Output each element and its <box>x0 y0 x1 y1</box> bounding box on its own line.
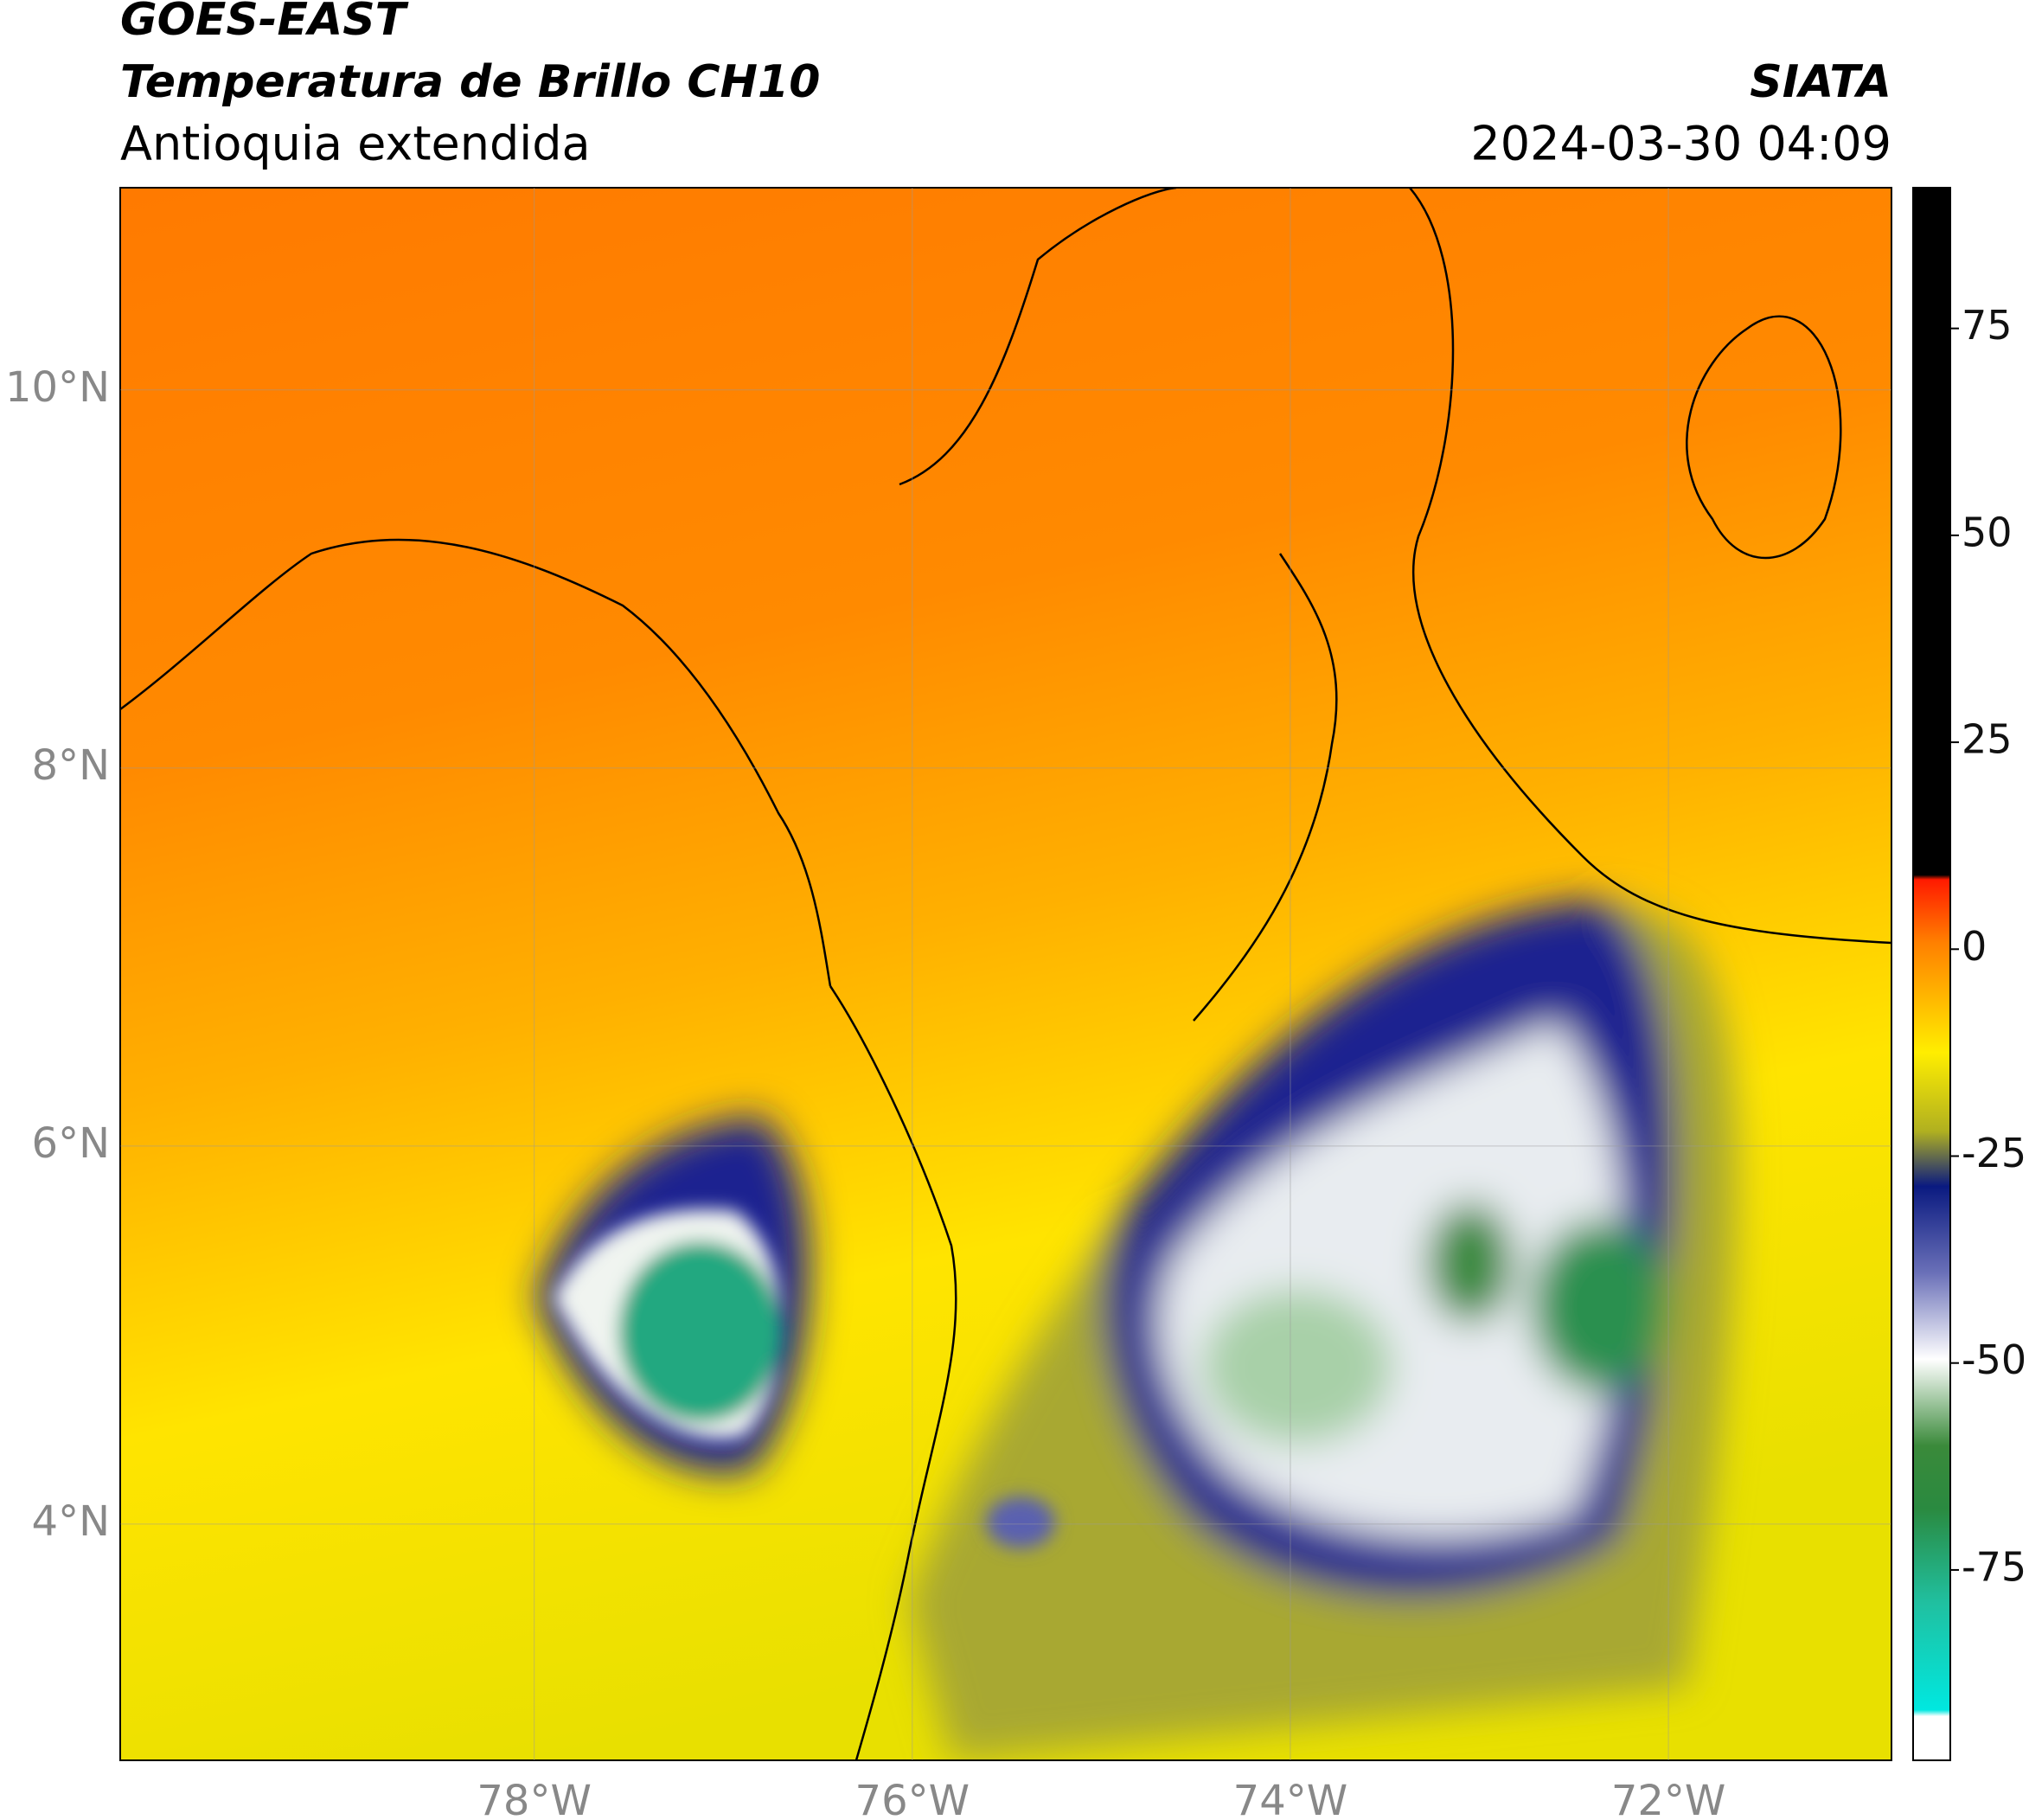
x-tick-label: 78°W <box>477 1777 592 1817</box>
y-tick-label: 10°N <box>5 363 110 412</box>
y-tick-label: 8°N <box>32 741 110 790</box>
satellite-image <box>120 188 1891 1760</box>
colorbar-tick-label: 50 <box>1962 509 2013 555</box>
x-tick-label: 72°W <box>1611 1777 1726 1817</box>
y-tick-label: 4°N <box>32 1497 110 1546</box>
colorbar <box>1912 187 1951 1761</box>
colorbar-tick-label: -75 <box>1962 1543 2026 1590</box>
subtitle: Antioquia extendida <box>120 117 591 171</box>
title-line2: Temperatura de Brillo CH10 <box>120 56 820 108</box>
title-line1: GOES-EAST <box>120 0 409 46</box>
colorbar-tick-label: -25 <box>1962 1130 2026 1176</box>
org: SIATA <box>1750 56 1891 108</box>
x-tick-label: 74°W <box>1233 1777 1348 1817</box>
colorbar-tick-label: -50 <box>1962 1336 2026 1383</box>
x-tick-label: 76°W <box>855 1777 970 1817</box>
colorbar-tick-label: 25 <box>1962 716 2013 763</box>
datetime: 2024-03-30 04:09 <box>1470 117 1891 171</box>
colorbar-tick-label: 0 <box>1962 923 1987 970</box>
map-frame <box>119 187 1892 1761</box>
colorbar-tick-label: 75 <box>1962 302 2013 349</box>
y-tick-label: 6°N <box>32 1119 110 1168</box>
